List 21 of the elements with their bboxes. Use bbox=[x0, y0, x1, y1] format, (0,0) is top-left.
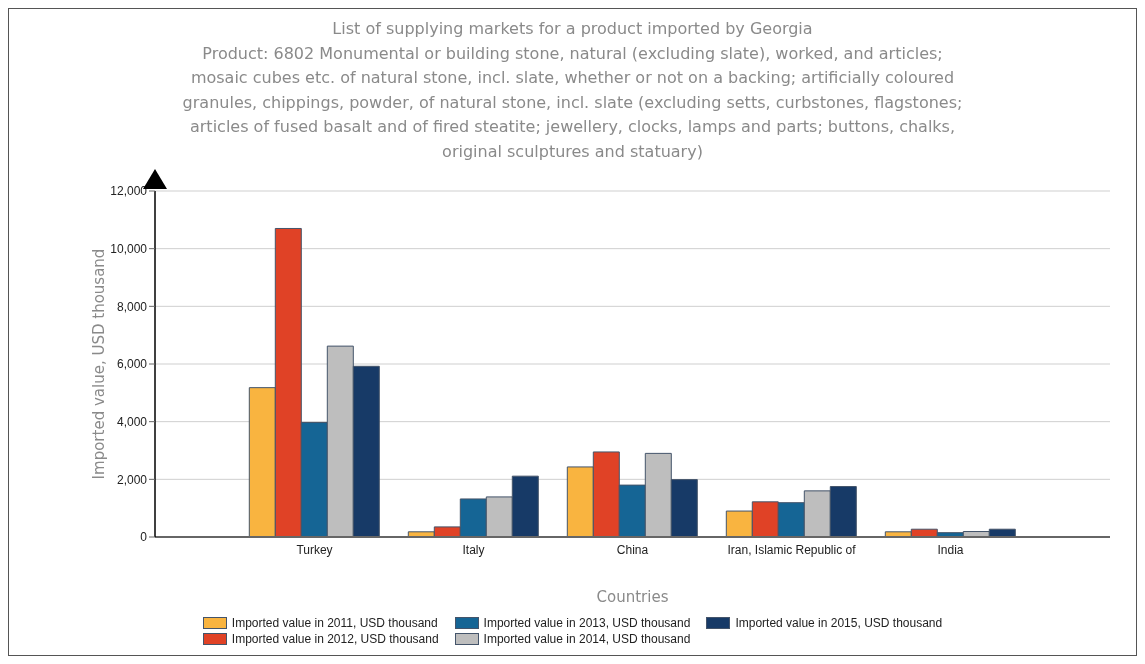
x-tick-label: Italy bbox=[462, 542, 485, 557]
y-tick-label: 0 bbox=[140, 530, 148, 545]
legend-label: Imported value in 2012, USD thousand bbox=[230, 631, 439, 647]
y-tick-label: 6,000 bbox=[116, 357, 148, 372]
x-tick-label: Iran, Islamic Republic of bbox=[727, 542, 857, 557]
legend-label: Imported value in 2014, USD thousand bbox=[482, 631, 691, 647]
y-tick-label: 12,000 bbox=[110, 184, 148, 199]
y-tick-label: 4,000 bbox=[116, 414, 148, 429]
x-tick-label: China bbox=[616, 542, 649, 557]
y-tick-label: 10,000 bbox=[110, 241, 148, 256]
legend-label: Imported value in 2011, USD thousand bbox=[230, 615, 439, 631]
x-tick-label: India bbox=[937, 542, 964, 557]
legend-label: Imported value in 2015, USD thousand bbox=[734, 615, 943, 631]
x-axis-title: Countries bbox=[596, 588, 669, 606]
legend-label: Imported value in 2013, USD thousand bbox=[482, 615, 691, 631]
chart-title: List of supplying markets for a product imported by Georgia bbox=[331, 18, 814, 40]
x-tick-label: Turkey bbox=[296, 542, 333, 557]
y-tick-label: 8,000 bbox=[116, 299, 148, 314]
y-tick-label: 2,000 bbox=[116, 472, 148, 487]
y-axis-title: Imported value, USD thousand bbox=[90, 248, 109, 480]
chart-subtitle: Product: 6802 Monumental or building stone, natural (excluding slate), worked, and articles; mosaic cubes etc. of natural stone, incl. slate, whether or not on a backing; artificially coloured granules, chippings, powder, of natural stone, incl. slate (excluding setts, curbstones, flagstones; articles of fused basalt and of fired steatite; jewellery, clocks, lamps and parts; buttons, chalks, original sculptures and statuary) bbox=[181, 42, 964, 163]
